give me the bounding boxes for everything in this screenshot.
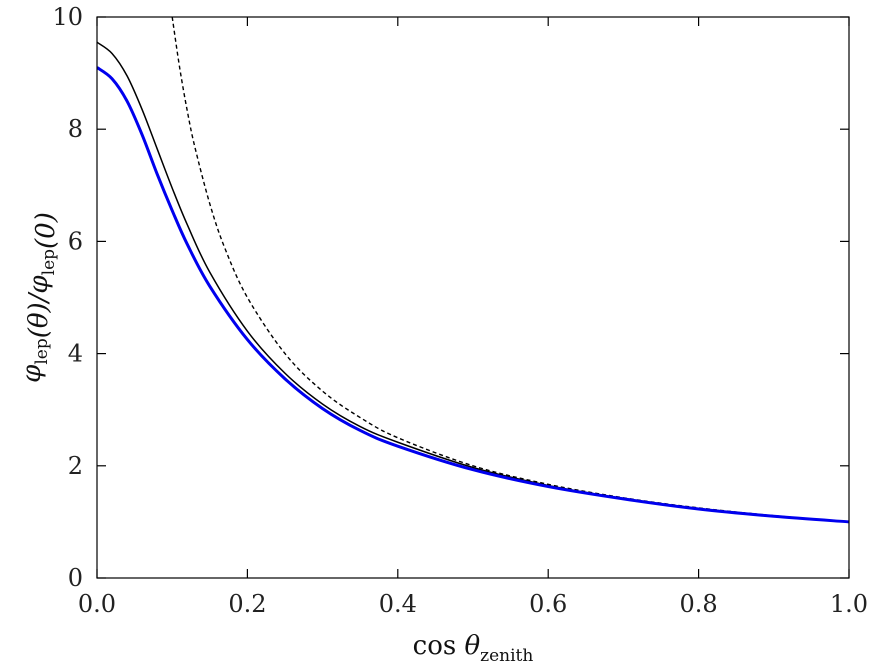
y-tick-label: 0 xyxy=(68,564,83,592)
x-tick-label: 0.0 xyxy=(78,590,116,618)
x-tick-label: 1.0 xyxy=(830,590,868,618)
plot-frame xyxy=(96,16,850,579)
series-line-2 xyxy=(97,41,849,523)
y-tick-label: 10 xyxy=(52,3,83,31)
y-tick-label: 8 xyxy=(68,115,83,143)
x-axis-title: cos θzenith xyxy=(413,631,534,662)
ticks-layer xyxy=(96,16,850,579)
y-tick-label: 6 xyxy=(68,227,83,255)
series-line-3 xyxy=(97,66,849,524)
x-tick-label: 0.4 xyxy=(379,590,417,618)
y-tick-label: 2 xyxy=(68,452,83,480)
y-axis-title: φlep(θ)/φlep(0) xyxy=(17,212,61,383)
x-tick-label: 0.6 xyxy=(529,590,567,618)
labels-layer: 0.0 0.2 0.4 0.6 0.8 1.0 0 2 4 6 8 10 xyxy=(52,3,868,618)
x-tick-label: 0.8 xyxy=(680,590,718,618)
series-layer xyxy=(97,17,849,524)
x-tick-label: 0.2 xyxy=(228,590,266,618)
series-line-1 xyxy=(171,17,849,523)
y-tick-label: 4 xyxy=(68,340,83,368)
